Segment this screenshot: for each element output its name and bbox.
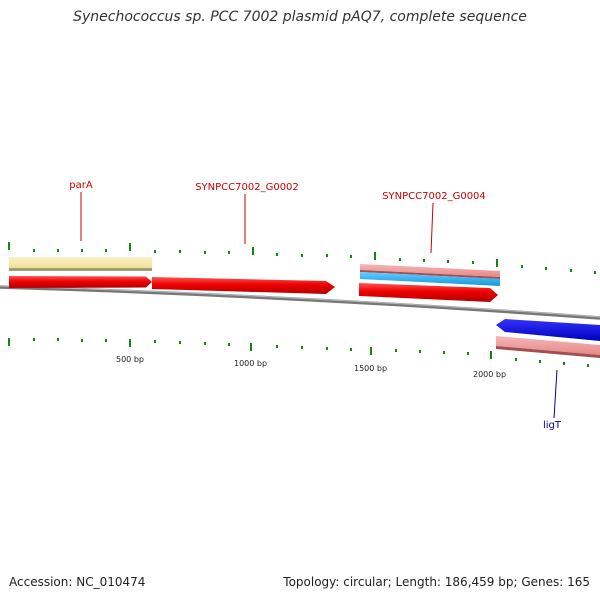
cds-ligT-arrow[interactable] — [496, 319, 600, 341]
lower-ticks — [8, 338, 589, 367]
gene-ligT-feature[interactable] — [496, 336, 600, 358]
gene-label-parA[interactable]: parA — [69, 180, 93, 191]
backbone-highlight — [0, 285, 600, 318]
gene-g0004-feature[interactable] — [360, 264, 500, 279]
gene-label-g0002[interactable]: SYNPCC7002_G0002 — [195, 182, 299, 193]
gene-parA-feature[interactable] — [9, 257, 152, 271]
scale-label-1000: 1000 bp — [234, 359, 267, 368]
cds-g0004-arrow[interactable] — [359, 283, 498, 302]
scale-label-500: 500 bp — [116, 355, 144, 364]
label-line-ligT — [553, 369, 558, 419]
gene-label-ligT[interactable]: ligT — [543, 420, 562, 431]
backbone-line — [0, 285, 600, 320]
label-line-g0004 — [430, 202, 434, 254]
gene-label-g0004[interactable]: SYNPCC7002_G0004 — [382, 191, 486, 202]
scale-label-1500: 1500 bp — [354, 364, 387, 373]
upper-ticks — [8, 242, 596, 274]
feature-cyan[interactable] — [360, 272, 500, 286]
cds-g0002-arrow[interactable] — [152, 277, 335, 294]
cds-parA-arrow[interactable] — [9, 276, 152, 288]
topology-summary: Topology: circular; Length: 186,459 bp; … — [283, 575, 590, 589]
scale-label-2000: 2000 bp — [473, 370, 506, 379]
map-title: Synechococcus sp. PCC 7002 plasmid pAQ7,… — [73, 9, 527, 25]
accession-text: Accession: NC_010474 — [9, 575, 146, 589]
